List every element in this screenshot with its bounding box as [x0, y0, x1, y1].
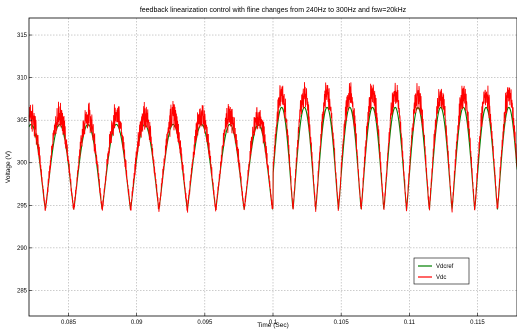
y-tick-label: 290: [17, 246, 28, 252]
y-ticks: 285 290 295 300 305 310 315: [17, 33, 32, 294]
y-tick-label: 305: [17, 118, 28, 124]
y-tick-label: 310: [17, 76, 28, 82]
series-line-vdc: [28, 82, 517, 213]
x-tick-label: 0.11: [404, 320, 416, 326]
legend: Vdcref Vdc: [413, 257, 470, 285]
x-tick-label: 0.095: [197, 320, 213, 326]
legend-box: [413, 257, 470, 285]
chart-title: feedback linearization control with flin…: [140, 7, 407, 14]
legend-label-vdcref: Vdcref: [436, 264, 454, 270]
x-tick-label: 0.09: [131, 320, 143, 326]
y-tick-label: 285: [17, 288, 28, 294]
plot-lines: [28, 82, 517, 213]
x-tick-label: 0.105: [334, 320, 350, 326]
x-tick-label: 0.1: [269, 320, 278, 326]
y-axis-label: Voltage (V): [5, 151, 12, 183]
y-tick-label: 300: [17, 161, 28, 167]
legend-label-vdc: Vdc: [436, 275, 446, 281]
x-tick-label: 0.115: [470, 320, 485, 326]
x-ticks: 0.085 0.09 0.095 0.1 0.105 0.11 0.115: [61, 313, 485, 326]
x-tick-label: 0.085: [61, 320, 77, 326]
x-axis-label: Time (Sec): [257, 322, 289, 329]
y-tick-label: 315: [17, 33, 28, 39]
y-tick-label: 295: [17, 203, 28, 209]
